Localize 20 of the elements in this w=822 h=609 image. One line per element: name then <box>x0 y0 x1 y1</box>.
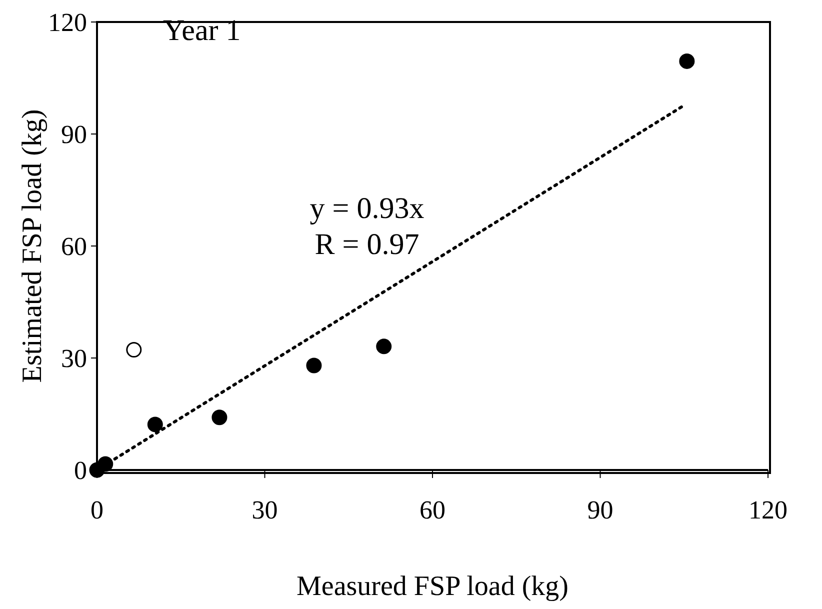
annotation: R = 0.97 <box>314 228 420 262</box>
y-tick-label: 30 <box>61 344 87 374</box>
y-tick-label: 0 <box>74 456 87 486</box>
x-tick-label: 30 <box>252 495 278 524</box>
y-tick-label: 60 <box>61 232 87 262</box>
y-axis-title: Estimated FSP load (kg) <box>16 109 48 383</box>
point <box>376 338 392 354</box>
point <box>212 410 228 426</box>
annotation: y = 0.93x <box>308 192 426 226</box>
point <box>147 416 163 432</box>
point <box>126 342 142 358</box>
point <box>306 358 322 374</box>
x-axis-title: Measured FSP load (kg) <box>296 571 568 602</box>
point <box>679 53 695 69</box>
x-tick-label: 90 <box>587 495 614 524</box>
y-tick-label: 120 <box>48 8 87 38</box>
x-tick-label: 60 <box>420 495 446 524</box>
x-tick-label: 120 <box>748 495 788 524</box>
point <box>98 456 114 472</box>
y-tick-label: 90 <box>61 120 87 150</box>
